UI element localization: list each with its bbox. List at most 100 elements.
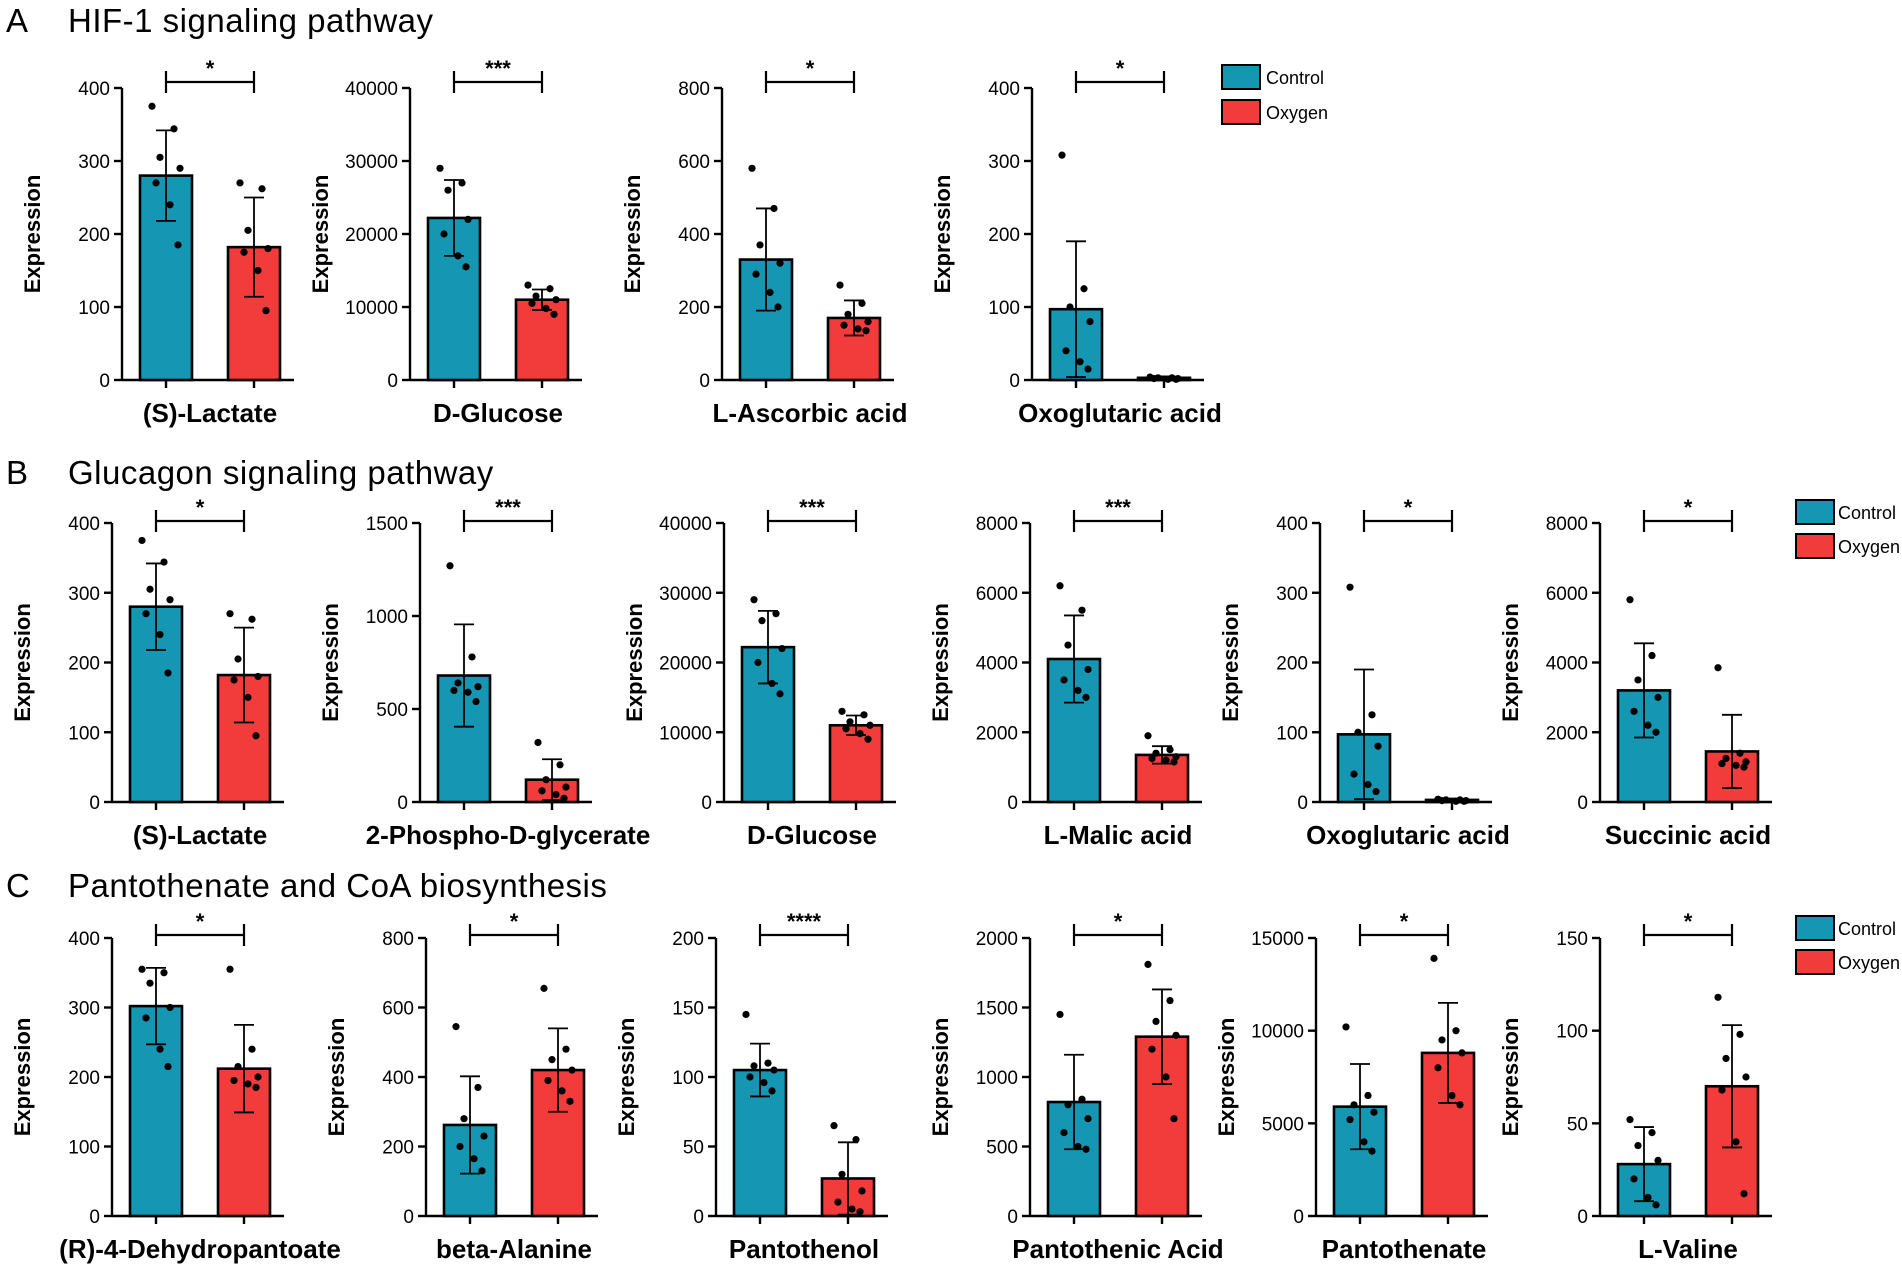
data-point (1148, 1045, 1156, 1053)
data-point (478, 1167, 486, 1175)
data-point (844, 310, 852, 318)
data-point (830, 1122, 838, 1130)
data-point (1074, 1142, 1082, 1151)
y-tick-label: 0 (387, 371, 398, 392)
y-tick-label: 400 (68, 514, 100, 535)
legend-label-oxygen: Oxygen (1838, 537, 1900, 557)
x-axis-label: (S)-Lactate (133, 820, 267, 850)
y-tick-label: 300 (988, 152, 1020, 173)
data-point (838, 707, 846, 715)
subplot-l-malic-acid: 0 2000 4000 6000 8000 Expression L-Malic acid *… (928, 495, 1202, 850)
data-point (1456, 1101, 1464, 1109)
data-point (566, 1097, 574, 1105)
data-point (156, 1045, 164, 1053)
x-axis-label: beta-Alanine (436, 1234, 592, 1264)
data-point (1740, 763, 1748, 771)
data-point (1148, 754, 1156, 763)
y-tick-label: 600 (382, 999, 414, 1020)
data-point (1630, 1175, 1638, 1183)
data-point (1722, 754, 1730, 763)
y-tick-label: 200 (678, 298, 710, 319)
subplot-l-valine: 0 50 100 150 Expression L-Valine * (1498, 909, 1772, 1264)
data-point (1172, 375, 1180, 383)
data-point (142, 1014, 150, 1022)
subplot-oxoglutaric-acid-b: 0 100 200 300 400 Expression Oxoglutaric acid * (1218, 495, 1510, 850)
significance-label: * (1400, 909, 1409, 934)
data-point (546, 285, 554, 293)
data-point (562, 1045, 570, 1053)
significance-label: *** (495, 495, 521, 520)
y-axis-label: Expression (928, 603, 953, 722)
data-point (236, 179, 244, 187)
data-point (840, 321, 848, 329)
subplot-2-phospho-d-glycerate: 0 500 1000 1500 Expression 2-Phospho-D-glycer… (318, 495, 650, 850)
subplot-succinic-acid: 0 2000 4000 6000 8000 Expression Succinic acid… (1498, 495, 1772, 850)
data-point (1652, 1201, 1660, 1209)
data-point (770, 1066, 778, 1074)
y-tick-label: 8000 (1546, 514, 1588, 535)
y-tick-label: 500 (986, 1138, 1018, 1159)
data-point (1170, 1115, 1178, 1123)
legend-swatch-oxygen (1221, 99, 1261, 125)
y-tick-label: 500 (376, 700, 408, 721)
significance-label: * (510, 909, 519, 934)
data-point (234, 1062, 242, 1071)
data-point (1452, 797, 1460, 805)
data-point (248, 615, 256, 623)
legend-panel-b: Control Oxygen (1795, 499, 1900, 559)
data-point (1350, 770, 1358, 778)
data-point (1722, 1054, 1730, 1063)
y-tick-label: 30000 (345, 152, 398, 173)
data-point (146, 979, 154, 987)
data-point (776, 690, 784, 698)
data-point (768, 1087, 776, 1095)
panel-b-title: Glucagon signaling pathway (68, 454, 494, 491)
data-point (856, 730, 864, 738)
data-point (864, 318, 872, 326)
x-axis-label: Pantothenol (729, 1234, 879, 1264)
x-axis-label: L-Malic acid (1044, 820, 1193, 850)
data-point (548, 1056, 556, 1064)
data-point (460, 1115, 468, 1123)
y-tick-label: 20000 (659, 654, 712, 675)
data-point (1458, 1049, 1466, 1057)
x-axis-label: L-Valine (1638, 1234, 1738, 1264)
y-axis-label: Expression (928, 1018, 953, 1137)
subplot-s-lactate-b: 0 100 200 300 400 Expression (S)-Lactate * (10, 495, 284, 850)
x-axis-label: (S)-Lactate (143, 398, 277, 428)
y-tick-label: 0 (1577, 1207, 1588, 1228)
significance-label: * (196, 495, 205, 520)
y-tick-label: 200 (68, 1068, 100, 1089)
data-point (748, 164, 756, 172)
data-point (138, 536, 146, 545)
y-tick-label: 2000 (1546, 723, 1588, 744)
subplot-pantothenate: 0 5000 10000 15000 Expression Pantothenate * (1214, 909, 1488, 1264)
panel-c-letter: C (6, 867, 30, 904)
data-point (1368, 1147, 1376, 1155)
y-axis-label: Expression (614, 1018, 639, 1137)
data-point (230, 676, 238, 684)
y-tick-label: 400 (68, 929, 100, 950)
data-point (254, 266, 262, 275)
panel-c-title: Pantothenate and CoA biosynthesis (68, 867, 607, 904)
y-tick-label: 100 (68, 723, 100, 744)
y-tick-label: 0 (1009, 371, 1020, 392)
data-point (1626, 596, 1634, 604)
data-point (1718, 1086, 1726, 1094)
data-point (470, 1155, 478, 1163)
data-point (1082, 1145, 1090, 1153)
y-tick-label: 0 (89, 1207, 100, 1228)
legend-panel-a: Control Oxygen (1221, 64, 1328, 125)
y-tick-label: 0 (1007, 793, 1018, 814)
data-point (1060, 1129, 1068, 1137)
data-point (1172, 1031, 1180, 1039)
data-point (1370, 1108, 1378, 1116)
data-point (532, 292, 540, 300)
data-point (174, 241, 182, 249)
legend-label-control: Control (1266, 68, 1324, 88)
y-tick-label: 300 (1276, 584, 1308, 605)
y-tick-label: 0 (699, 371, 710, 392)
significance-label: * (1116, 56, 1125, 81)
data-point (142, 610, 150, 618)
data-point (1434, 1064, 1442, 1072)
